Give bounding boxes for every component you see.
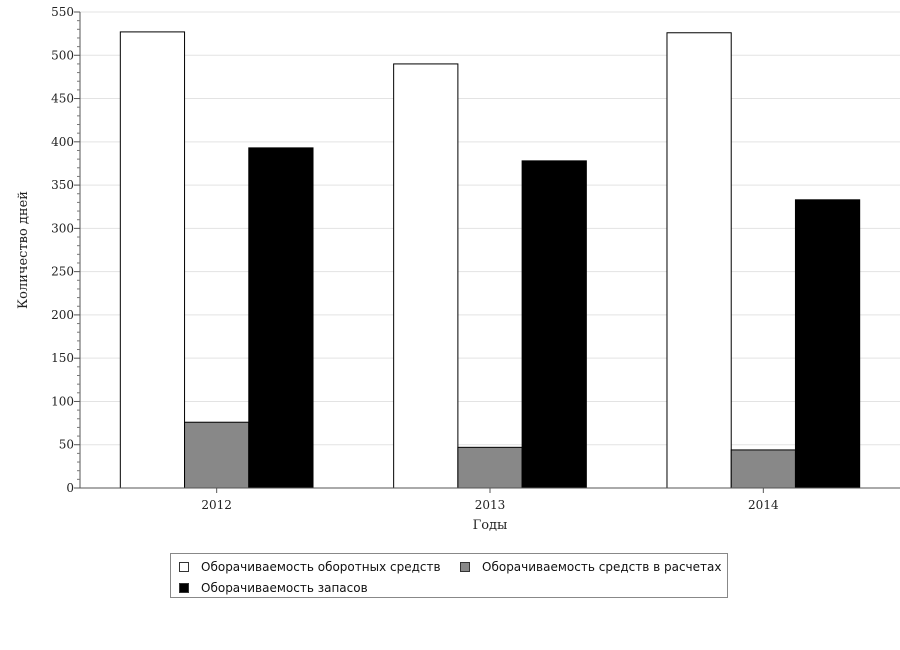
bar-2012-series-0	[119, 31, 186, 489]
bar-2014-series-0	[666, 32, 732, 489]
y-tick-label: 550	[51, 5, 74, 19]
bar-2013-series-2	[521, 160, 587, 489]
legend-item-receivables-turnover: Оборачиваемость средств в расчетах	[460, 560, 721, 574]
legend: Оборачиваемость оборотных средств Оборач…	[170, 553, 728, 598]
y-tick-label: 0	[66, 481, 74, 495]
bar-2013-series-0	[393, 63, 459, 489]
y-tick-label: 150	[51, 351, 74, 365]
y-tick-label: 50	[59, 438, 74, 452]
y-tick-label: 350	[51, 178, 74, 192]
axes	[79, 12, 900, 489]
bars	[119, 31, 861, 489]
legend-swatch-gray	[460, 562, 470, 572]
y-tick-label: 500	[51, 48, 74, 62]
legend-swatch-white	[179, 562, 189, 572]
y-axis-ticks: 0 50 100 150 200 250 300 350 400 450 500 550	[51, 5, 80, 495]
legend-item-current-assets-turnover: Оборачиваемость оборотных средств	[179, 560, 441, 574]
bar-2014-series-2	[794, 199, 861, 489]
legend-item-inventory-turnover: Оборачиваемость запасов	[179, 581, 368, 595]
x-axis-title: Годы	[473, 518, 508, 533]
bar-2012-series-1	[184, 421, 250, 489]
y-tick-label: 250	[51, 265, 74, 279]
legend-label: Оборачиваемость оборотных средств	[201, 560, 441, 574]
x-tick-label: 2012	[201, 498, 232, 512]
bar-2013-series-1	[457, 446, 523, 489]
legend-label: Оборачиваемость запасов	[201, 581, 368, 595]
x-axis-ticks: 2012 2013 2014	[201, 488, 779, 512]
y-tick-label: 450	[51, 92, 74, 106]
y-axis-title: Количество дней	[16, 191, 31, 309]
x-tick-label: 2014	[748, 498, 779, 512]
legend-swatch-black	[179, 583, 189, 593]
y-tick-label: 300	[51, 221, 74, 235]
bar-2012-series-2	[248, 147, 314, 489]
gridlines	[80, 11, 900, 446]
legend-label: Оборачиваемость средств в расчетах	[482, 560, 722, 574]
bar-2014-series-1	[730, 449, 796, 489]
x-tick-label: 2013	[475, 498, 506, 512]
y-tick-label: 400	[51, 135, 74, 149]
y-tick-label: 100	[51, 394, 74, 408]
y-tick-label: 200	[51, 308, 74, 322]
